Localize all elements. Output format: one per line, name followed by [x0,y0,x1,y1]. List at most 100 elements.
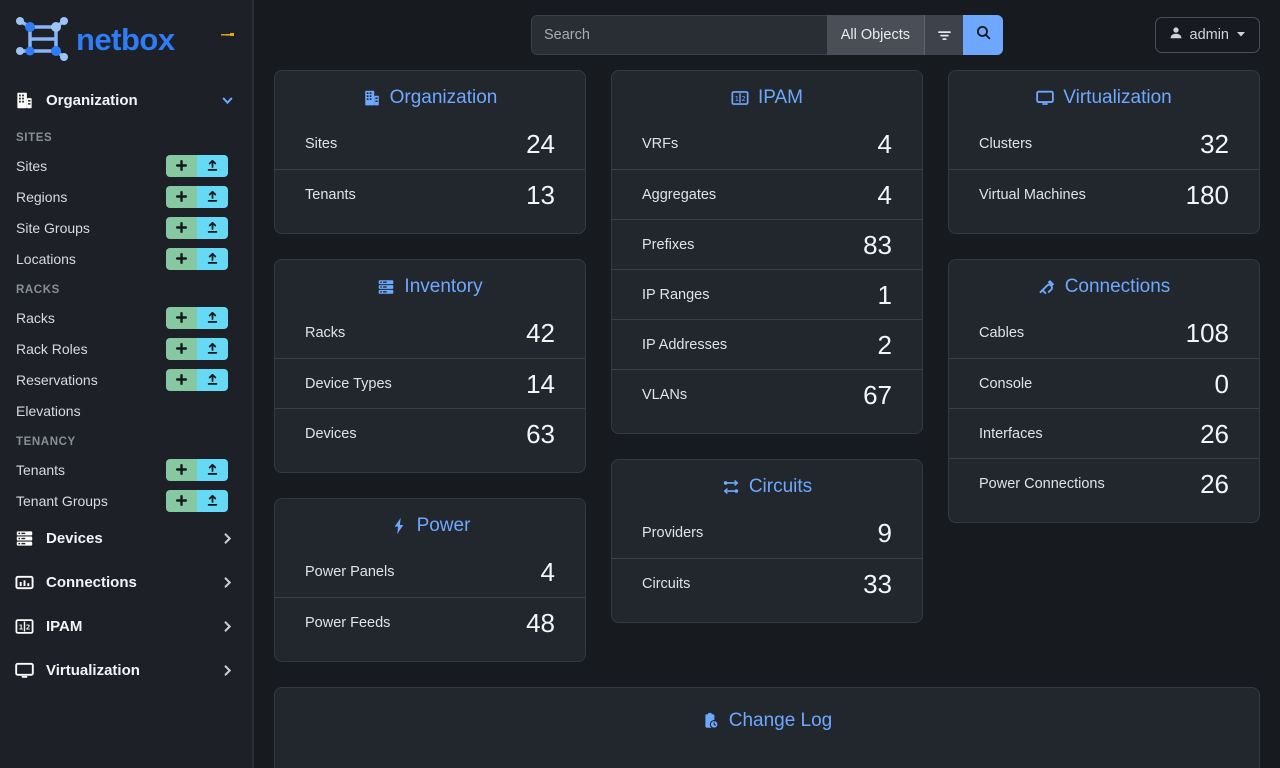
card-title-label: IPAM [757,87,804,108]
import-button[interactable] [197,368,228,391]
sidebar-item-actions [166,154,228,177]
brand-name: netbox [76,21,175,57]
card-title-organization[interactable]: Organization [275,81,585,119]
search-input[interactable] [531,15,827,55]
import-button[interactable] [197,489,228,512]
import-button[interactable] [197,458,228,481]
sidebar-group-devices[interactable]: Devices [0,516,252,560]
add-button[interactable] [166,306,197,329]
sidebar-item-regions[interactable]: Regions [0,181,252,212]
sidebar-group-connections[interactable]: Connections [0,560,252,604]
user-menu[interactable]: admin [1154,17,1260,53]
stat-row[interactable]: Devices 63 [275,408,585,458]
stat-row[interactable]: Power Feeds 48 [275,597,585,647]
sidebar-item-rack-roles[interactable]: Rack Roles [0,333,252,364]
stat-row[interactable]: Tenants 13 [275,169,585,219]
svg-text:2: 2 [25,622,29,631]
card-title-inventory[interactable]: Inventory [275,270,585,308]
add-button[interactable] [166,458,197,481]
sidebar-group-organization[interactable]: Organization [0,78,252,122]
import-button[interactable] [197,337,228,360]
stat-row[interactable]: Aggregates 4 [612,169,922,219]
add-button[interactable] [166,489,197,512]
sidebar-item-reservations[interactable]: Reservations [0,364,252,395]
card-circuits: Circuits Providers 9 Circuits 33 [611,459,923,623]
card-title-virtualization[interactable]: Virtualization [949,81,1259,119]
search-button[interactable] [963,15,1003,55]
circuits-icon [722,478,740,496]
stat-row[interactable]: Racks 42 [275,308,585,358]
stat-value: 13 [526,179,555,210]
stat-row[interactable]: Providers 9 [612,508,922,558]
stat-row[interactable]: VLANs 67 [612,369,922,419]
chevron-right-icon [221,664,234,677]
sidebar-group-ipam[interactable]: 1 2 IPAM [0,604,252,648]
stat-row[interactable]: Console 0 [949,358,1259,408]
add-button[interactable] [166,216,197,239]
card-title-circuits[interactable]: Circuits [612,470,922,508]
sidebar-item-actions [166,337,228,360]
stat-row[interactable]: Device Types 14 [275,358,585,408]
netbox-logo-icon[interactable]: netbox [14,13,175,65]
stat-row[interactable]: Sites 24 [275,119,585,169]
changelog-title[interactable]: Change Log [275,704,1259,742]
stat-row[interactable]: Power Panels 4 [275,547,585,597]
sidebar-item-actions [166,247,228,270]
stat-row[interactable]: Clusters 32 [949,119,1259,169]
sidebar-item-label: Site Groups [16,219,90,236]
stat-row[interactable]: Interfaces 26 [949,408,1259,458]
stat-label: Prefixes [642,236,695,253]
stat-value: 0 [1214,368,1229,399]
stat-row[interactable]: IP Addresses 2 [612,319,922,369]
stat-value: 63 [526,418,555,449]
chevron-right-icon [221,532,234,545]
stat-row[interactable]: IP Ranges 1 [612,269,922,319]
sidebar-section-title: SITES [16,132,53,144]
sidebar-group-virtualization[interactable]: Virtualization [0,648,252,692]
stat-row[interactable]: Cables 108 [949,308,1259,358]
import-button[interactable] [197,247,228,270]
import-button[interactable] [197,306,228,329]
stat-label: VLANs [642,386,688,403]
sidebar-item-sites[interactable]: Sites [0,150,252,181]
import-button[interactable] [197,216,228,239]
ipam-icon: 1 2 [731,89,749,107]
sidebar-item-locations[interactable]: Locations [0,243,252,274]
svg-text:1: 1 [735,95,739,103]
stat-row[interactable]: Prefixes 83 [612,219,922,269]
card-title-power[interactable]: Power [275,509,585,547]
stat-label: IP Addresses [642,336,728,353]
stat-row[interactable]: Virtual Machines 180 [949,169,1259,219]
stat-label: Clusters [979,136,1033,152]
card-title-connections[interactable]: Connections [949,270,1259,308]
pin-icon[interactable] [220,31,236,47]
sidebar-item-actions [166,216,228,239]
import-button[interactable] [197,185,228,208]
add-button[interactable] [166,247,197,270]
sidebar-item-elevations[interactable]: Elevations [0,395,252,426]
add-button[interactable] [166,368,197,391]
sidebar-item-racks[interactable]: Racks [0,302,252,333]
import-button[interactable] [197,154,228,177]
sidebar-nav: Organization SITES Sites Regions Site Groups… [0,78,252,692]
stat-row[interactable]: Power Connections 26 [949,458,1259,508]
sidebar-section-title: RACKS [16,284,60,296]
card-organization: Organization Sites 24 Tenants 13 [274,70,586,234]
add-button[interactable] [166,185,197,208]
sidebar-section-title: TENANCY [16,436,76,448]
stat-row[interactable]: VRFs 4 [612,119,922,169]
card-title-ipam[interactable]: 1 2 IPAM [612,81,922,119]
main-area: All Objects [254,0,1280,768]
connections-icon [1038,278,1056,296]
sidebar-item-site-groups[interactable]: Site Groups [0,212,252,243]
brand-header[interactable]: netbox [0,0,252,78]
sidebar-item-label: Racks [16,309,55,326]
sidebar-item-tenant-groups[interactable]: Tenant Groups [0,485,252,516]
card-title-label: Organization [389,87,498,108]
filter-icon[interactable] [925,15,963,55]
add-button[interactable] [166,154,197,177]
stat-row[interactable]: Circuits 33 [612,558,922,608]
search-scope-dropdown[interactable]: All Objects [826,15,925,55]
sidebar-item-tenants[interactable]: Tenants [0,454,252,485]
add-button[interactable] [166,337,197,360]
